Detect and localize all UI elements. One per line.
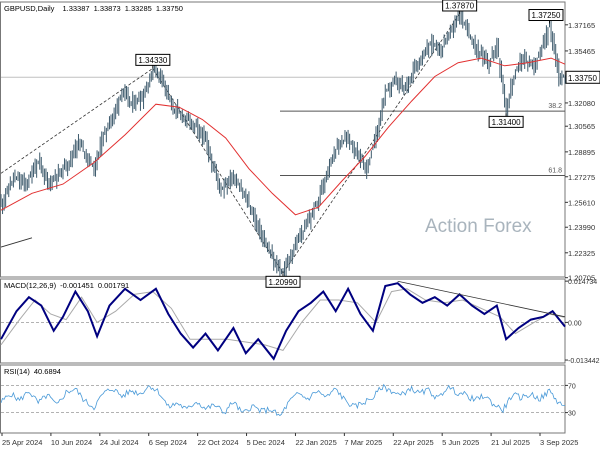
x-axis-tick-label: 25 Apr 2024 bbox=[2, 438, 42, 447]
price-panel-header: GBPUSD,Daily 1.33387 1.33873 1.33285 1.33750 bbox=[4, 4, 183, 13]
macd-y-tick-label: -0.013442 bbox=[568, 358, 600, 365]
trendline bbox=[0, 237, 33, 248]
x-axis-tick-label: 22 Jan 2025 bbox=[295, 438, 336, 447]
macd-main-value: -0.001451 bbox=[60, 281, 94, 290]
price-y-tick-label: 1.27275 bbox=[568, 173, 595, 182]
x-axis-tick-label: 5 Dec 2024 bbox=[247, 438, 285, 447]
rsi-label: RSI(14) bbox=[4, 367, 30, 376]
swing-annotation-box bbox=[488, 115, 524, 128]
x-axis-tick-label: 22 Oct 2024 bbox=[198, 438, 239, 447]
dashed-trendline bbox=[0, 68, 154, 174]
swing-annotation-label: 1.34330 bbox=[138, 56, 167, 65]
swing-annotation-label: 1.31400 bbox=[492, 118, 521, 127]
ohlc-low: 1.33285 bbox=[125, 4, 152, 13]
ohlc-open: 1.33387 bbox=[62, 4, 89, 13]
price-y-tick-label: 1.37165 bbox=[568, 21, 595, 30]
rsi-line bbox=[0, 383, 565, 417]
macd-signal-line bbox=[0, 288, 566, 351]
price-y-tick-label: 1.25610 bbox=[568, 198, 595, 207]
macd-signal-value: 0.001791 bbox=[98, 281, 129, 290]
price-y-tick-label: 1.35465 bbox=[568, 47, 595, 56]
macd-panel-header: MACD(12,26,9) -0.001451 0.001791 bbox=[4, 281, 129, 290]
swing-annotation-box bbox=[442, 0, 478, 12]
current-price-box bbox=[565, 70, 600, 84]
price-y-tick-label: 1.23990 bbox=[568, 223, 595, 232]
x-axis-tick-label: 6 Sep 2024 bbox=[149, 438, 187, 447]
rsi-panel-frame bbox=[0, 364, 566, 434]
price-y-tick-label: 1.20705 bbox=[568, 274, 595, 283]
price-y-tick-label: 1.32080 bbox=[568, 99, 595, 108]
swing-annotation-box bbox=[135, 53, 171, 66]
fib-level-label: 61.8 bbox=[548, 167, 562, 174]
swing-annotation-label: 1.37250 bbox=[532, 11, 561, 20]
chart-title: GBPUSD,Daily bbox=[4, 4, 55, 13]
ohlc-close: 1.33750 bbox=[156, 4, 183, 13]
watermark-text: Action Forex bbox=[425, 216, 532, 237]
price-y-tick-label: 1.30565 bbox=[568, 122, 595, 131]
rsi-value: 40.6894 bbox=[34, 367, 61, 376]
macd-y-tick-label: 0.014734 bbox=[568, 279, 597, 286]
ohlc-high: 1.33873 bbox=[94, 4, 121, 13]
dashed-trendline bbox=[282, 13, 460, 274]
swing-annotation-box bbox=[528, 9, 564, 22]
swing-annotation-label: 1.37870 bbox=[445, 1, 474, 10]
x-axis-tick-label: 24 Jul 2024 bbox=[100, 438, 139, 447]
x-axis-tick-label: 22 Apr 2025 bbox=[393, 438, 433, 447]
fib-level-label: 38.2 bbox=[548, 103, 562, 110]
x-axis-tick-label: 3 Sep 2025 bbox=[540, 438, 578, 447]
moving-average-line bbox=[0, 57, 566, 216]
rsi-y-tick-label: 30 bbox=[568, 411, 576, 418]
price-y-tick-label: 1.28895 bbox=[568, 148, 595, 157]
price-bars bbox=[0, 6, 566, 282]
macd-label: MACD(12,26,9) bbox=[4, 281, 57, 290]
macd-trendline bbox=[397, 280, 566, 318]
x-axis-tick-label: 5 Jun 2025 bbox=[442, 438, 479, 447]
x-axis-tick-label: 10 Jun 2024 bbox=[51, 438, 92, 447]
rsi-y-tick-label: 70 bbox=[568, 383, 576, 390]
swing-annotation-label: 1.20990 bbox=[269, 278, 298, 287]
x-axis-tick-label: 21 Jul 2025 bbox=[491, 438, 530, 447]
rsi-panel-header: RSI(14) 40.6894 bbox=[4, 367, 61, 376]
macd-main-line bbox=[0, 282, 566, 361]
price-y-tick-label: 1.22325 bbox=[568, 249, 595, 258]
macd-y-tick-label: 0.00 bbox=[568, 320, 582, 327]
price-y-tick-label: 1.33750 bbox=[568, 74, 597, 83]
swing-annotation-box bbox=[265, 275, 301, 288]
x-axis-tick-label: 7 Mar 2025 bbox=[344, 438, 382, 447]
